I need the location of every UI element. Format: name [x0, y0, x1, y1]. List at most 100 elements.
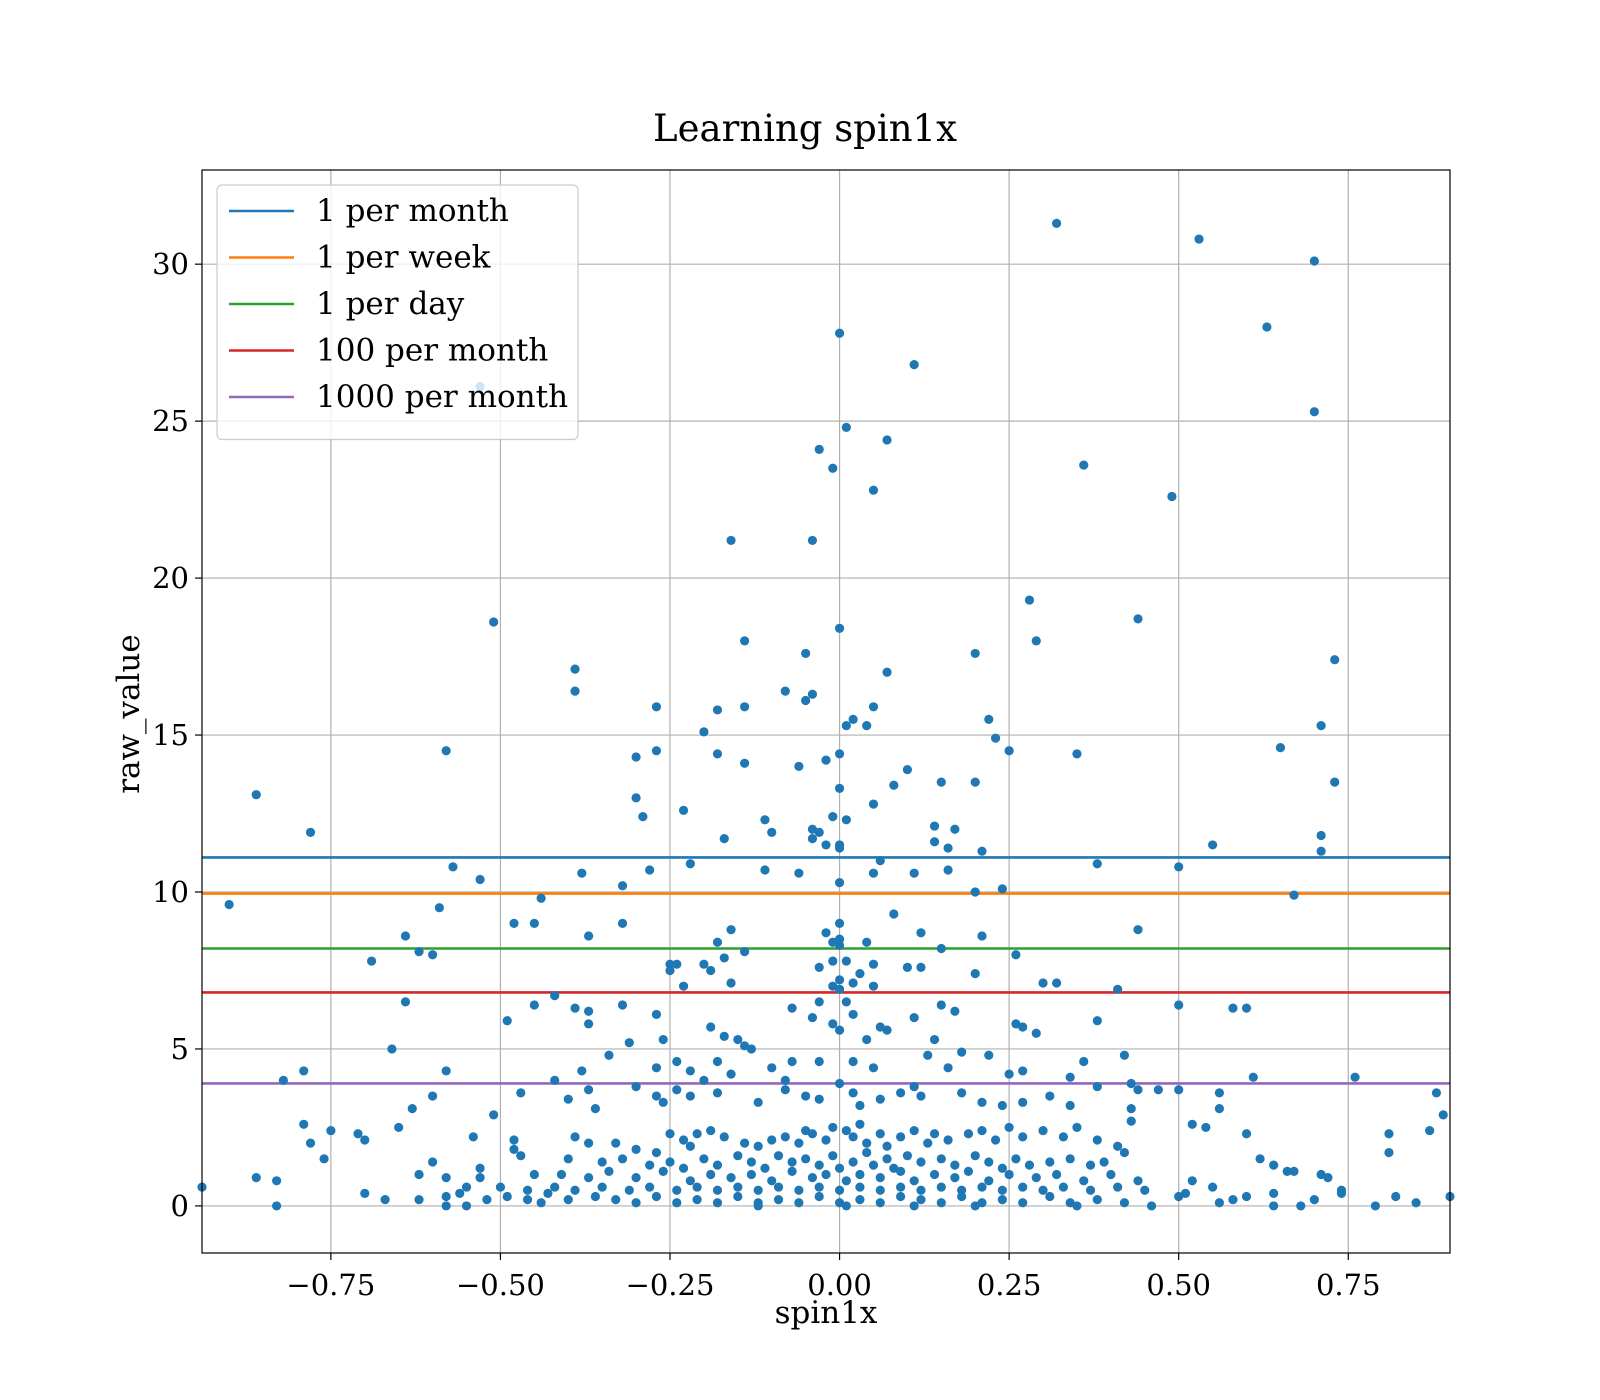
- scatter-point: [896, 1088, 906, 1098]
- scatter-point: [1316, 721, 1326, 731]
- scatter-point: [665, 1129, 675, 1139]
- scatter-point: [441, 746, 451, 756]
- scatter-point: [740, 636, 750, 646]
- scatter-point: [767, 827, 777, 837]
- scatter-point: [1289, 1166, 1299, 1176]
- scatter-point: [645, 1182, 655, 1192]
- scatter-point: [943, 1135, 953, 1145]
- scatter-point: [1126, 1116, 1136, 1126]
- scatter-point: [726, 978, 736, 988]
- scatter-point: [665, 1157, 675, 1167]
- scatter-point: [997, 1163, 1007, 1173]
- scatter-point: [997, 1185, 1007, 1195]
- scatter-point: [950, 824, 960, 834]
- scatter-point: [868, 868, 879, 878]
- scatter-point: [814, 444, 824, 454]
- scatter-point: [841, 956, 851, 966]
- scatter-point: [773, 1195, 784, 1205]
- scatter-point: [489, 1110, 499, 1120]
- scatter-point: [1275, 743, 1286, 753]
- scatter-point: [855, 1100, 865, 1111]
- scatter-point: [807, 834, 818, 844]
- scatter-point: [407, 1104, 417, 1114]
- scatter-point: [617, 1000, 628, 1010]
- scatter-point: [957, 1088, 967, 1098]
- scatter-point: [1065, 1154, 1075, 1164]
- scatter-point: [1092, 859, 1102, 869]
- scatter-point: [692, 1182, 702, 1192]
- scatter-point: [1024, 595, 1035, 605]
- scatter-point: [787, 1003, 797, 1013]
- y-tick-label: 30: [152, 247, 189, 281]
- scatter-point: [706, 1022, 716, 1032]
- scatter-point: [726, 1173, 736, 1183]
- scatter-point: [400, 997, 411, 1007]
- scatter-point: [685, 859, 695, 869]
- scatter-point: [665, 965, 675, 976]
- scatter-point: [909, 1012, 919, 1023]
- scatter-point: [943, 865, 953, 875]
- scatter-point: [1296, 1201, 1306, 1211]
- scatter-point: [502, 1016, 512, 1026]
- scatter-point: [936, 777, 946, 787]
- scatter-point: [875, 856, 885, 866]
- scatter-point: [251, 1173, 261, 1183]
- plot-frame: [201, 169, 1451, 1254]
- scatter-point: [1113, 1141, 1123, 1151]
- scatter-point: [1289, 890, 1299, 900]
- scatter-point: [509, 1144, 519, 1155]
- scatter-point: [1018, 1022, 1028, 1032]
- scatter-point: [305, 827, 316, 837]
- scatter-point: [617, 1154, 628, 1164]
- scatter-point: [977, 1125, 987, 1136]
- scatter-point: [1045, 1191, 1055, 1202]
- scatter-point: [550, 1182, 560, 1192]
- scatter-point: [570, 1003, 580, 1013]
- scatter-point: [1330, 777, 1340, 787]
- scatter-point: [977, 931, 987, 941]
- scatter-point: [997, 884, 1007, 894]
- scatter-point: [1174, 1191, 1184, 1202]
- scatter-point: [577, 868, 587, 878]
- x-tick-label: 0.00: [807, 1268, 872, 1302]
- scatter-point: [882, 1025, 892, 1035]
- scatter-point: [712, 749, 723, 759]
- scatter-point: [522, 1195, 533, 1205]
- scatter-point: [1052, 1169, 1062, 1180]
- scatter-point: [712, 937, 723, 947]
- scatter-point: [563, 1195, 573, 1205]
- scatter-point: [516, 1088, 526, 1098]
- scatter-point: [631, 752, 641, 762]
- scatter-point: [482, 1195, 492, 1205]
- scatter-point: [909, 1176, 919, 1186]
- scatter-point: [841, 1176, 851, 1186]
- scatter-point: [740, 1138, 750, 1148]
- scatter-point: [529, 918, 539, 928]
- scatter-point: [651, 702, 662, 712]
- scatter-point: [1228, 1003, 1238, 1013]
- scatter-point: [1133, 614, 1143, 624]
- scatter-point: [753, 1201, 763, 1211]
- scatter-point: [692, 1129, 702, 1139]
- scatter-point: [997, 1100, 1007, 1111]
- scatter-point: [875, 1173, 885, 1183]
- scatter-point: [841, 997, 851, 1007]
- legend-entry: 1 per week: [316, 240, 491, 276]
- scatter-point: [577, 1066, 587, 1076]
- scatter-point: [299, 1119, 309, 1129]
- scatter-point: [1187, 1176, 1197, 1186]
- scatter-point: [936, 1000, 946, 1010]
- scatter-point: [611, 1138, 621, 1148]
- scatter-point: [360, 1188, 370, 1198]
- scatter-point: [977, 1097, 987, 1107]
- scatter-point: [326, 1125, 336, 1136]
- scatter-point: [712, 1160, 723, 1170]
- scatter-point: [821, 1169, 831, 1180]
- scatter-point: [590, 1104, 600, 1114]
- chart-title: Learning spin1x: [653, 107, 957, 150]
- scatter-point: [658, 1166, 668, 1176]
- scatter-point: [834, 1078, 845, 1089]
- scatter-point: [862, 1138, 872, 1148]
- scatter-point: [1167, 491, 1177, 502]
- scatter-point: [1018, 1097, 1028, 1107]
